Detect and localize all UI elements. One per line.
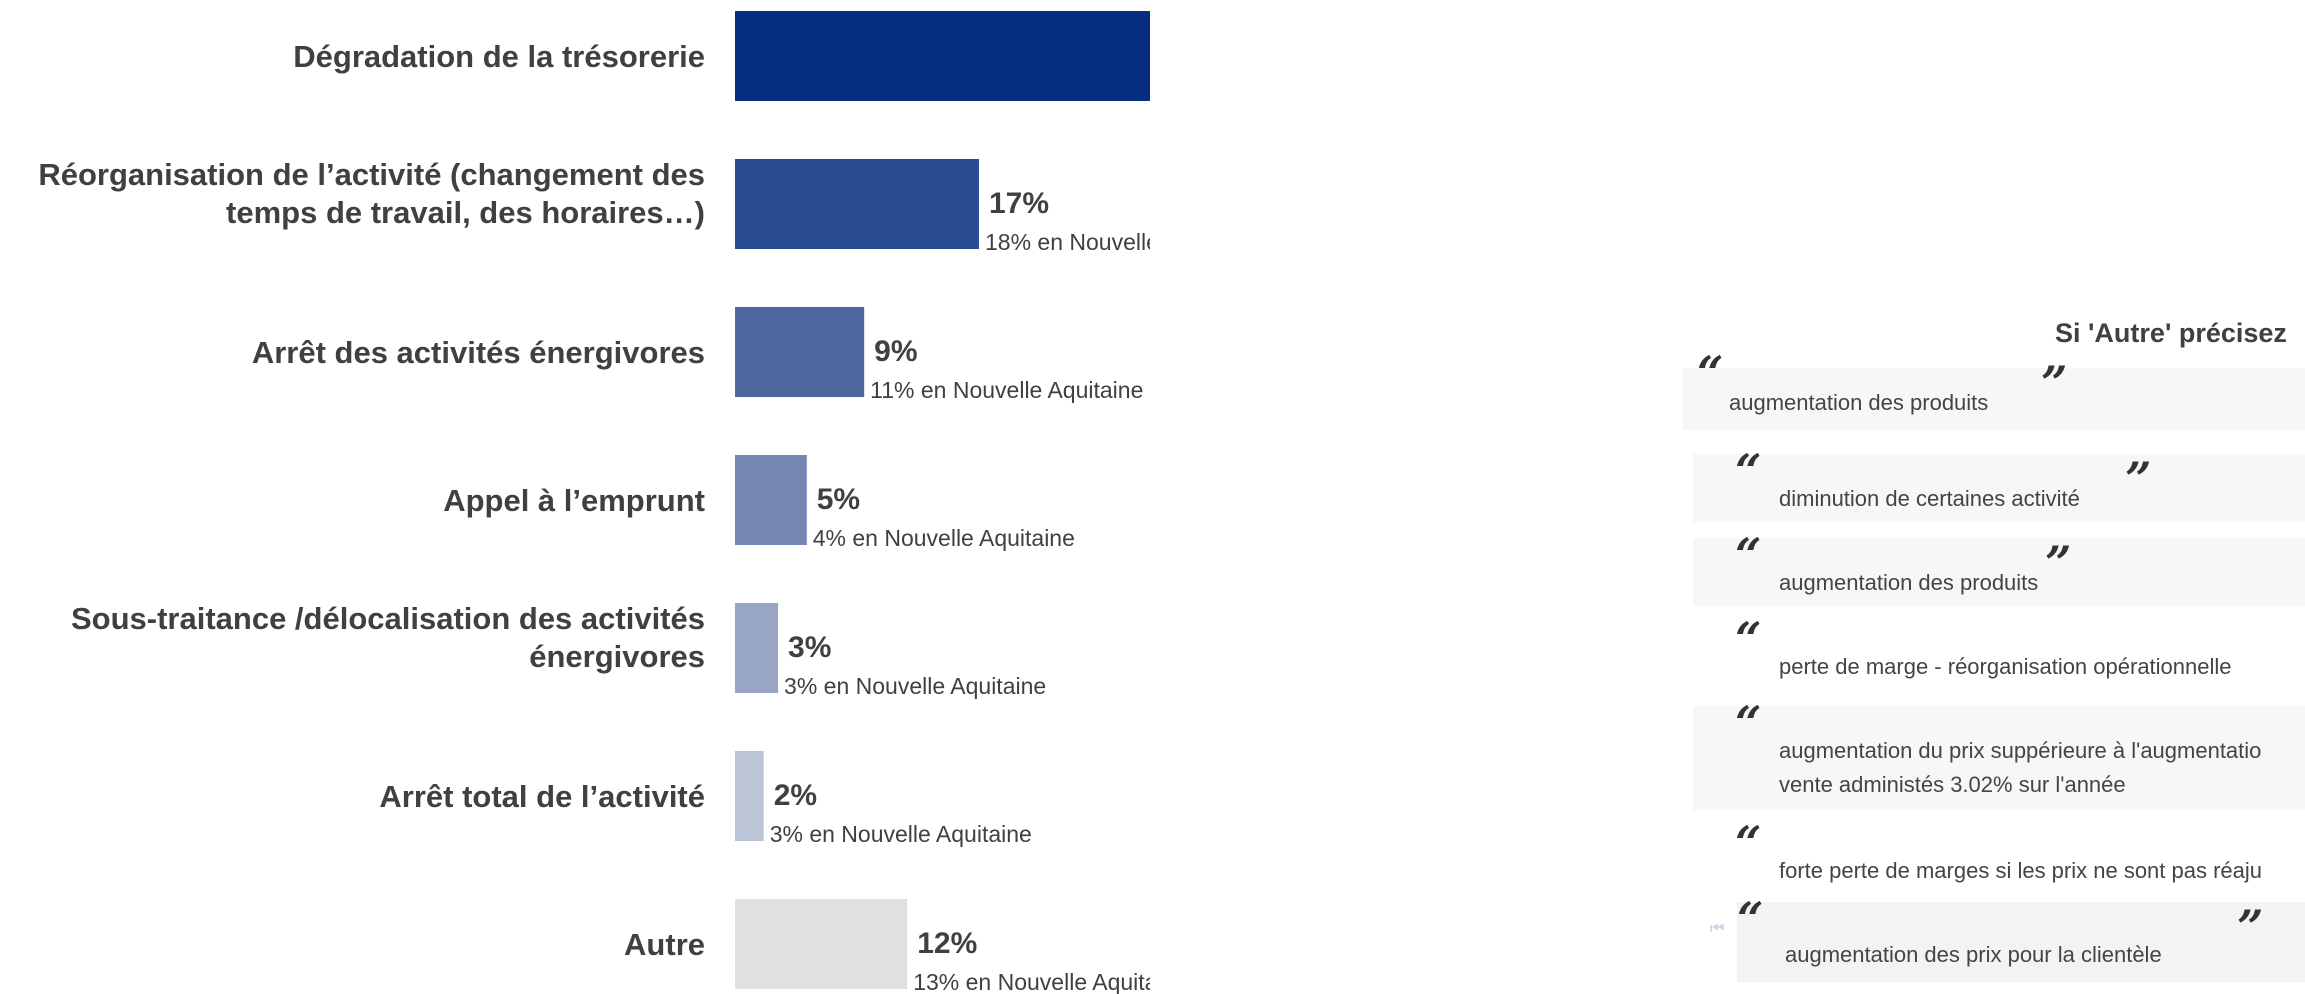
comment-item: “ augmentation des produits ” [1683,350,2305,430]
comment-item: “ perte de marge - réorganisation opérat… [1693,616,2305,690]
value-label: 17% [989,187,1049,220]
category-label: énergivores [529,639,705,674]
first-page-icon[interactable]: ⏮ [1710,920,1725,937]
bar-chart: Dégradation de la trésorerie88%88% en No… [38,11,1150,994]
close-quote-icon: ” [2237,900,2264,954]
comment-text: augmentation des prix pour la clientèle [1785,942,2162,967]
bar [735,603,779,693]
comment-item: “ augmentation des produits ” [1693,532,2305,606]
value-label: 5% [817,483,860,516]
open-quote-icon: “ [1735,696,1762,750]
value-label: 2% [774,779,817,812]
comment-item: “ augmentation du prix suppérieure à l'a… [1693,700,2305,810]
region-label: 4% en Nouvelle Aquitaine [813,525,1075,551]
comments-title: Si 'Autre' précisez [2055,318,2287,348]
category-label: Sous-traitance /délocalisation des activ… [71,601,705,636]
region-label: 18% en Nouvelle Aquitaine [985,229,1150,255]
comments-panel[interactable]: “ augmentation des produits ” “ diminuti… [1683,350,2305,994]
comment-text: forte perte de marges si les prix ne son… [1779,858,2263,883]
value-label: 3% [788,631,831,664]
comment-text: diminution de certaines activité [1779,486,2080,511]
comment-item: “ forte perte de marges si les prix ne s… [1693,820,2305,894]
comment-text: augmentation du prix suppérieure à l'aug… [1779,738,2262,763]
category-label: Dégradation de la trésorerie [293,39,705,74]
open-quote-icon: “ [1735,612,1762,666]
comment-text: augmentation des produits [1729,390,1989,415]
comment-text: augmentation des produits [1779,570,2039,595]
comment-item: “ augmentation des prix pour la clientèl… [1737,896,2305,982]
open-quote-icon: “ [1697,346,1724,400]
region-label: 3% en Nouvelle Aquitaine [784,673,1046,699]
category-label: Arrêt des activités énergivores [252,335,705,370]
bar [735,307,865,397]
region-label: 13% en Nouvelle Aquitaine [913,969,1150,994]
open-quote-icon: “ [1735,816,1762,870]
bar [735,751,764,841]
bar [735,159,979,249]
comment-text-line-2: vente administés 3.02% sur l'année [1779,772,2126,797]
close-quote-icon: ” [2045,536,2072,590]
category-label: Appel à l’emprunt [443,483,705,518]
open-quote-icon: “ [1735,528,1762,582]
region-label: 3% en Nouvelle Aquitaine [770,821,1032,847]
bar [735,11,1150,101]
value-label: 9% [874,335,917,368]
comment-text: perte de marge - réorganisation opératio… [1779,654,2232,679]
open-quote-icon: “ [1735,444,1762,498]
region-label: 11% en Nouvelle Aquitaine [870,377,1143,403]
category-label: Autre [624,927,705,962]
close-quote-icon: ” [2041,356,2068,410]
bar [735,455,807,545]
value-label: 12% [917,927,977,960]
comment-item: “ diminution de certaines activité ” [1693,448,2305,522]
open-quote-icon: “ [1737,892,1764,946]
category-label: temps de travail, des horaires…) [226,195,705,230]
close-quote-icon: ” [2125,452,2152,506]
bar [735,899,908,989]
category-label: Arrêt total de l’activité [379,779,705,814]
category-label: Réorganisation de l’activité (changement… [38,157,705,192]
